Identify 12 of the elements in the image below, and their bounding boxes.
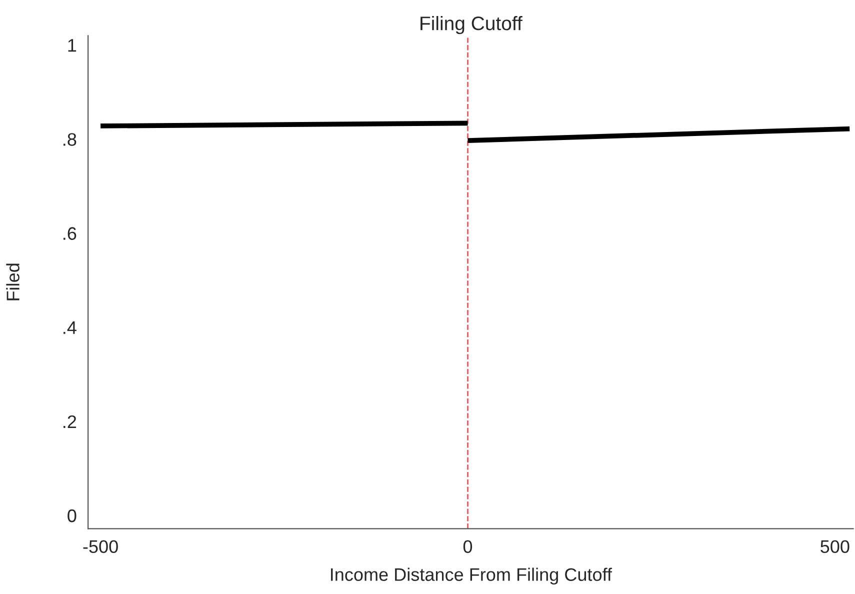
y-tick-label: 0 bbox=[68, 509, 76, 522]
y-tick-label: .4 bbox=[64, 321, 76, 334]
x-tick-label: 500 bbox=[820, 540, 850, 554]
y-tick-label: .8 bbox=[64, 133, 76, 146]
y-tick-label: .6 bbox=[64, 227, 76, 240]
y-axis-title: Filed bbox=[6, 264, 20, 300]
x-tick-label: 0 bbox=[463, 540, 472, 554]
chart-title: Filing Cutoff bbox=[420, 16, 522, 34]
x-tick-label: -500 bbox=[83, 540, 118, 554]
y-tick-label: .2 bbox=[64, 415, 76, 428]
x-axis-title: Income Distance From Filing Cutoff bbox=[331, 568, 612, 585]
y-tick-label: 1 bbox=[68, 39, 76, 52]
